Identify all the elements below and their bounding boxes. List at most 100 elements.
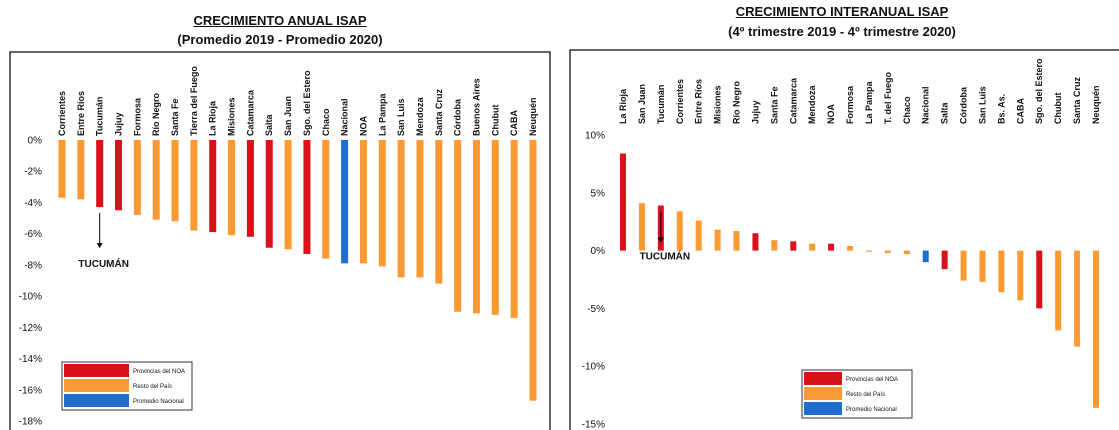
category-label: Chaco [902,96,912,124]
y-tick-label: 0% [28,136,43,147]
category-label: San Juan [637,84,647,124]
category-label: Santa Fe [170,98,180,136]
bar [322,140,330,259]
bar [998,250,1005,293]
annual-chart-svg: 0% -2% -4% -6% -8% -10% -12% -14% -16% -18% Corrie… [9,51,551,430]
category-label: Neuquén [1091,85,1101,124]
y-tick-label: 0% [591,246,606,257]
bar [1017,250,1024,301]
category-label: Chubut [490,105,500,137]
bar [620,153,626,251]
bar [771,240,778,251]
y-tick-label: -18% [19,417,42,428]
category-label: Nacional [340,98,350,136]
category-label: Tierra del Fuego [189,66,199,136]
category-label: Salta [264,113,274,136]
bar [284,140,292,250]
category-label: Río Negro [151,92,161,136]
bar [209,140,217,233]
category-label: CABA [509,110,519,136]
category-label: Jujuy [750,100,760,124]
category-label: Neuquén [528,97,538,136]
category-label: La Rioja [618,88,628,124]
chart-subtitle: (4º trimestre 2019 - 4º trimestre 2020) [728,24,956,39]
category-label: Misiones [227,97,237,136]
category-label: Entre Ríos [76,91,86,136]
category-label: CABA [1015,98,1025,124]
legend-label: Resto del País [846,392,885,398]
bar [1074,250,1081,347]
category-label: Misiones [713,85,723,124]
category-label: Córdoba [453,98,463,136]
y-tick-label: -15% [582,420,605,430]
legend-swatch [64,394,129,407]
category-label: Salta [940,101,950,124]
legend-swatch [804,402,842,415]
category-label: Chaco [321,108,331,136]
legend-label: Provincias del NOA [133,369,185,375]
category-label: San Luis [977,86,987,124]
chart-subtitle: (Promedio 2019 - Promedio 2020) [177,32,383,47]
category-label: NOA [826,104,836,125]
category-label: Entre Ríos [694,79,704,124]
category-label: La Pampa [864,80,874,124]
category-label: Bs. As. [996,94,1006,124]
y-tick-label: -10% [19,292,42,303]
chart-title: CRECIMIENTO INTERANUAL ISAP [735,4,949,19]
category-label: NOA [358,116,368,137]
bar [303,140,311,254]
bar [378,140,386,267]
bar [416,140,424,278]
y-tick-label: -2% [24,167,42,178]
y-tick-label: -10% [582,362,605,373]
category-label: Buenos Aires [471,78,481,136]
bar [529,140,537,401]
annotation-label: TUCUMÁN [78,257,129,270]
interannual-chart-svg: 10% 5% 0% -5% -10% -15% La Rioja San Juan Tucumá… [569,49,1119,430]
bar [714,229,721,251]
y-tick-label: -5% [587,304,605,315]
bar [397,140,405,278]
bar [115,140,123,211]
category-label: Tucumán [656,85,666,124]
bar [941,250,948,270]
bar [809,243,816,251]
category-label: Río Negro [732,80,742,124]
y-tick-label: -8% [24,260,42,271]
category-label: Catamarca [788,77,798,124]
category-label: Córdoba [959,86,969,124]
category-label: Jujuy [114,112,124,136]
bar [979,250,986,282]
category-label: Formosa [845,85,855,124]
y-tick-label: -6% [24,229,42,240]
bar [341,140,349,264]
bar [454,140,462,312]
category-label: Santa Cruz [434,88,444,136]
bar [922,250,929,263]
bar [638,203,645,251]
category-label: San Luis [396,98,406,136]
category-label: San Juan [283,96,293,136]
bar [228,140,236,236]
category-label: Mendoza [807,85,817,124]
annotation-arrowhead [657,237,664,243]
category-label: T. del Fuego [883,71,893,124]
y-tick-label: -14% [19,354,42,365]
legend-label: Provincias del NOA [846,377,898,383]
bar [265,140,273,248]
plot-frame [569,49,1119,430]
bar [960,250,967,281]
category-label: Formosa [132,97,142,136]
category-label: Sgo. del Estero [1034,58,1044,124]
y-tick-label: 5% [591,188,606,199]
category-label: Catamarca [245,89,255,136]
chart-title: CRECIMIENTO ANUAL ISAP [193,13,367,28]
category-label: Santa Fe [769,86,779,124]
bar [828,243,835,251]
legend-swatch [804,372,842,385]
bar [359,140,367,264]
bar [491,140,499,315]
bar [171,140,179,222]
bar [1036,250,1043,309]
bar [96,140,104,208]
